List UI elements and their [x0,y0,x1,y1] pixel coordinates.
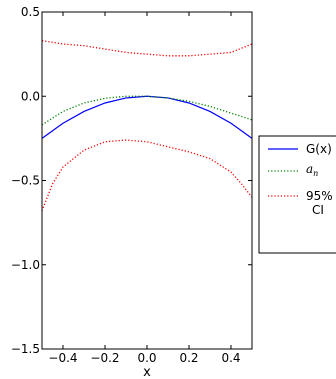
legend-box [258,135,336,254]
series-line-1 [41,95,253,126]
x-tick-label: 0.0 [137,351,156,365]
y-tick-label: 0.0 [21,89,40,103]
x-axis-label: x [143,365,151,379]
legend-label-ci-line1: 95% [306,189,333,203]
x-tick-label: 0.4 [221,351,240,365]
y-tick-label: −1.0 [11,258,40,272]
y-tick-label: −1.5 [11,342,40,356]
x-tick-label: 0.2 [179,351,198,365]
y-tick-label: −0.5 [11,174,40,188]
series-line-0 [41,95,253,139]
plot-background [42,12,252,349]
series-line-2 [41,39,253,57]
x-tick-label: −0.2 [90,351,119,365]
series-line-3 [41,139,253,212]
y-tick-label: 0.5 [21,5,40,19]
series-layer [41,39,253,212]
plot-area [42,12,252,349]
legend-label-ci-line2: CI [312,203,324,217]
x-tick-label: −0.4 [48,351,77,365]
legend-label-gx: G(x) [306,142,332,156]
legend: G(x) an 95%CI [258,135,336,254]
ticks-layer: −0.4 −0.2 0.0 0.2 0.4 −1.5 −1.0 −0.5 0.0 0.5 [11,5,252,365]
legend-label-an: an [306,162,318,178]
